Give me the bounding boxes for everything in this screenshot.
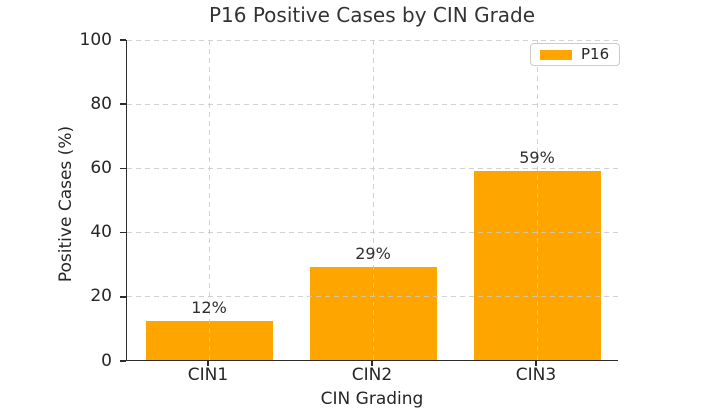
y-tick-label-80: 80 — [90, 93, 112, 114]
y-tick-label-40: 40 — [90, 222, 112, 243]
v-gridline-cin2 — [372, 40, 374, 360]
y-tick-mark-40 — [120, 231, 126, 234]
bar-value-label-cin3: 59% — [519, 147, 555, 167]
legend-swatch-p16 — [540, 49, 572, 60]
x-tick-mark-cin1 — [207, 361, 209, 366]
y-tick-mark-100 — [120, 39, 126, 41]
y-tick-mark-20 — [120, 295, 126, 298]
plot-area: 12% 29% 59% P16 — [126, 39, 621, 361]
legend-label: P16 — [581, 45, 610, 63]
x-tick-label-cin1: CIN1 — [187, 365, 229, 385]
y-axis-label: Positive Cases (%) — [56, 125, 76, 283]
y-tick-label-0: 0 — [101, 350, 112, 371]
x-tick-mark-cin2 — [371, 361, 373, 366]
v-gridline-cin1 — [208, 40, 210, 360]
y-tick-label-20: 20 — [90, 286, 112, 307]
chart-title: P16 Positive Cases by CIN Grade — [208, 3, 536, 27]
bar-value-label-cin2: 29% — [355, 243, 391, 263]
y-tick-label-60: 60 — [90, 157, 112, 178]
x-tick-label-cin3: CIN3 — [515, 365, 557, 385]
x-tick-label-cin2: CIN2 — [351, 365, 393, 385]
y-tick-label-100: 100 — [79, 29, 112, 50]
x-axis-label: CIN Grading — [320, 389, 424, 409]
y-tick-mark-60 — [120, 167, 126, 170]
legend: P16 — [530, 43, 621, 66]
x-tick-mark-cin3 — [535, 361, 537, 366]
y-tick-mark-0 — [120, 360, 126, 362]
bar-value-label-cin1: 12% — [191, 298, 227, 318]
v-gridline-cin3 — [536, 40, 538, 360]
y-tick-mark-80 — [120, 103, 126, 106]
